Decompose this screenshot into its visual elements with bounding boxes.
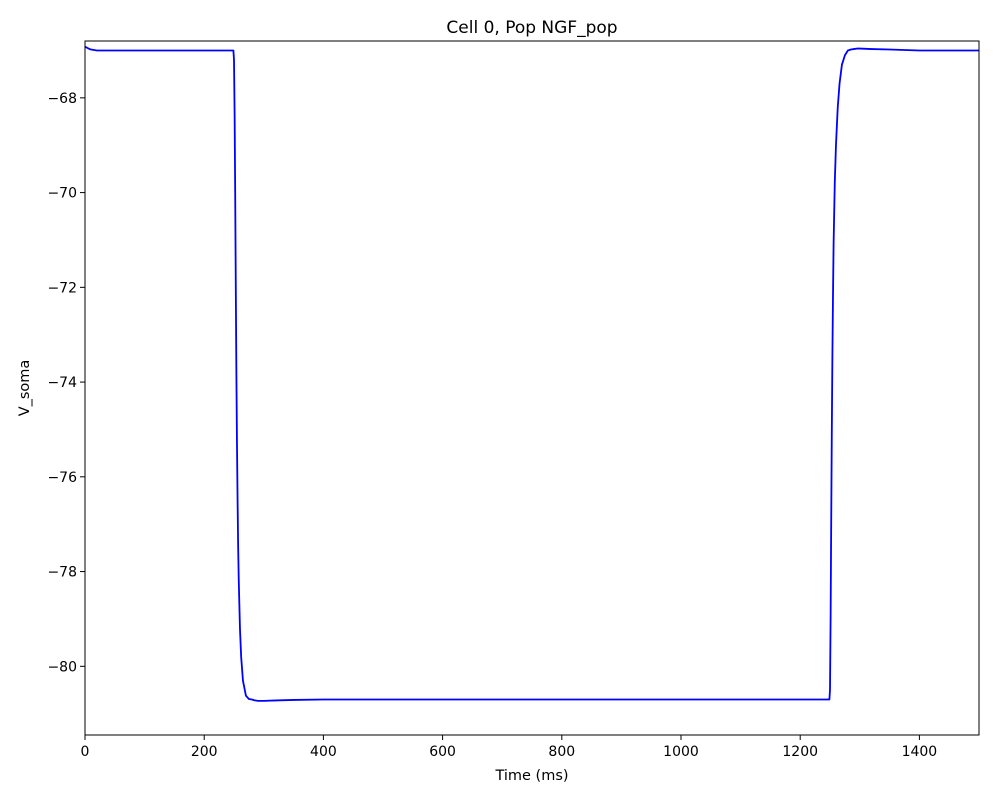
y-tick-label: −74 — [47, 375, 77, 391]
y-tick-label: −80 — [47, 659, 77, 675]
plot-frame — [84, 40, 980, 736]
y-tick-label: −72 — [47, 280, 77, 296]
x-tick-label: 1000 — [663, 744, 699, 760]
y-axis-label: V_soma — [17, 360, 33, 417]
y-tick-label: −68 — [47, 91, 77, 107]
x-axis-ticks: 0 200 400 600 800 1000 1200 1400 — [81, 735, 938, 760]
x-tick-label: 400 — [310, 744, 337, 760]
y-axis-ticks: −80 −78 −76 −74 −72 −70 −68 — [47, 91, 85, 675]
x-tick-label: 200 — [191, 744, 218, 760]
x-axis-label: Time (ms) — [494, 768, 568, 784]
y-tick-label: −78 — [47, 565, 77, 581]
y-tick-label: −76 — [47, 470, 77, 486]
x-tick-label: 800 — [548, 744, 575, 760]
x-tick-label: 600 — [429, 744, 456, 760]
x-tick-label: 1200 — [782, 744, 818, 760]
chart-title: Cell 0, Pop NGF_pop — [446, 18, 617, 38]
plot-area — [85, 45, 979, 702]
y-tick-label: −70 — [47, 186, 77, 202]
voltage-trace-line — [85, 45, 979, 702]
x-tick-label: 0 — [81, 744, 90, 760]
x-tick-label: 1400 — [902, 744, 938, 760]
